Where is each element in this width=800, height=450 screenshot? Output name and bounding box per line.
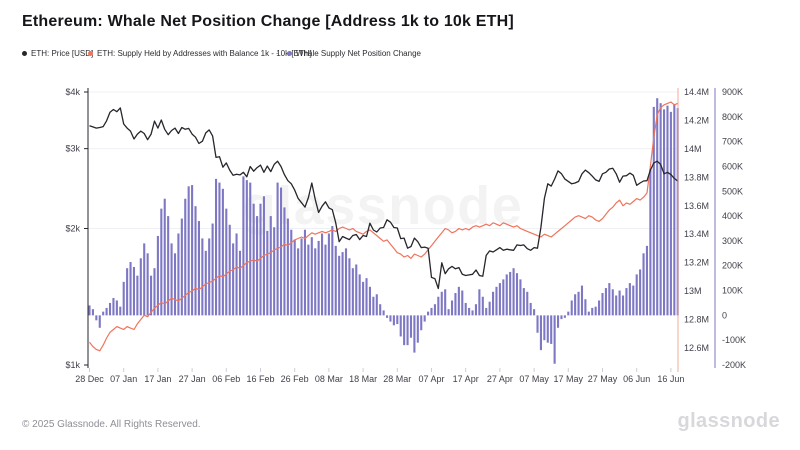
svg-text:14.2M: 14.2M bbox=[684, 115, 709, 125]
price-series-dot-icon bbox=[22, 51, 27, 56]
supply-line bbox=[89, 101, 678, 352]
svg-text:06 Feb: 06 Feb bbox=[212, 374, 240, 384]
svg-text:$4k: $4k bbox=[65, 87, 80, 97]
svg-text:900K: 900K bbox=[722, 87, 743, 97]
svg-text:-100K: -100K bbox=[722, 335, 746, 345]
svg-text:700K: 700K bbox=[722, 137, 743, 147]
svg-text:13.6M: 13.6M bbox=[684, 201, 709, 211]
svg-text:27 Jan: 27 Jan bbox=[179, 374, 206, 384]
gridlines bbox=[88, 91, 678, 229]
svg-text:27 May: 27 May bbox=[588, 374, 618, 384]
svg-text:0: 0 bbox=[722, 310, 727, 320]
svg-text:14.4M: 14.4M bbox=[684, 87, 709, 97]
legend-item-price[interactable]: ETH: Price [USD] bbox=[22, 49, 93, 58]
svg-text:500K: 500K bbox=[722, 186, 743, 196]
legend-separator: - bbox=[276, 48, 279, 58]
svg-text:-200K: -200K bbox=[722, 360, 746, 370]
svg-text:200K: 200K bbox=[722, 261, 743, 271]
legend-item-npc[interactable]: Whale Supply Net Position Change bbox=[287, 49, 421, 58]
svg-text:$1k: $1k bbox=[65, 360, 80, 370]
svg-text:16 Feb: 16 Feb bbox=[246, 374, 274, 384]
glassnode-logo: glassnode bbox=[677, 410, 780, 432]
svg-text:100K: 100K bbox=[722, 286, 743, 296]
svg-text:28 Mar: 28 Mar bbox=[383, 374, 411, 384]
svg-text:13.8M: 13.8M bbox=[684, 172, 709, 182]
supply-axis-labels: 14.4M 14.2M 14M 13.8M 13.6M 13.4M 13.2M 13M 12.8… bbox=[684, 87, 709, 353]
svg-text:600K: 600K bbox=[722, 161, 743, 171]
legend-item-label: ETH: Price [USD] bbox=[31, 49, 94, 58]
svg-text:17 Jan: 17 Jan bbox=[144, 374, 171, 384]
npc-axis-labels: 900K 800K 700K 600K 500K 400K 300K 200K 100K 0 -10… bbox=[722, 87, 746, 370]
svg-text:12.6M: 12.6M bbox=[684, 343, 709, 353]
svg-text:07 Apr: 07 Apr bbox=[418, 374, 444, 384]
svg-text:28 Dec: 28 Dec bbox=[75, 374, 104, 384]
svg-text:16 Jun: 16 Jun bbox=[657, 374, 684, 384]
supply-series-dot-icon bbox=[88, 51, 93, 56]
svg-text:13.4M: 13.4M bbox=[684, 229, 709, 239]
svg-text:$3k: $3k bbox=[65, 144, 80, 154]
svg-text:13M: 13M bbox=[684, 286, 702, 296]
price-axis-labels: $4k $3k $2k $1k bbox=[65, 87, 80, 370]
svg-text:06 Jun: 06 Jun bbox=[623, 374, 650, 384]
svg-text:26 Feb: 26 Feb bbox=[281, 374, 309, 384]
legend-item-label: ETH: Supply Held by Addresses with Balan… bbox=[97, 49, 312, 58]
axis-lines bbox=[84, 88, 716, 372]
svg-text:13.2M: 13.2M bbox=[684, 258, 709, 268]
svg-text:12.8M: 12.8M bbox=[684, 315, 709, 325]
legend-item-supply[interactable]: ETH: Supply Held by Addresses with Balan… bbox=[88, 49, 312, 58]
svg-text:$2k: $2k bbox=[65, 224, 80, 234]
price-line bbox=[89, 107, 679, 290]
page-title: Ethereum: Whale Net Position Change [Add… bbox=[22, 13, 514, 30]
svg-text:18 Mar: 18 Mar bbox=[349, 374, 377, 384]
svg-text:07 May: 07 May bbox=[519, 374, 549, 384]
legend-item-label: Whale Supply Net Position Change bbox=[296, 49, 421, 58]
svg-text:08 Mar: 08 Mar bbox=[315, 374, 343, 384]
copyright-text: © 2025 Glassnode. All Rights Reserved. bbox=[22, 419, 201, 430]
date-axis-labels: 28 Dec 07 Jan 17 Jan 27 Jan 06 Feb 16 Feb 26 F… bbox=[75, 374, 684, 384]
svg-text:17 May: 17 May bbox=[554, 374, 584, 384]
svg-text:17 Apr: 17 Apr bbox=[453, 374, 479, 384]
npc-series-dot-icon bbox=[287, 51, 292, 56]
svg-text:800K: 800K bbox=[722, 112, 743, 122]
svg-text:14M: 14M bbox=[684, 144, 702, 154]
svg-text:400K: 400K bbox=[722, 211, 743, 221]
svg-text:27 Apr: 27 Apr bbox=[487, 374, 513, 384]
svg-text:07 Jan: 07 Jan bbox=[110, 374, 137, 384]
svg-text:300K: 300K bbox=[722, 236, 743, 246]
